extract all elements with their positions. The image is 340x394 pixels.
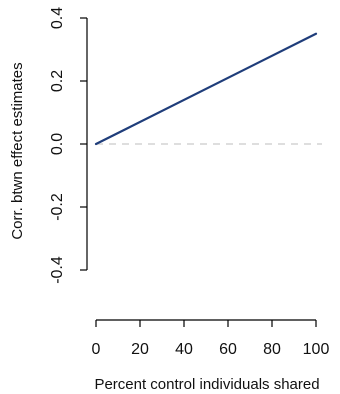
y-axis: -0.4 -0.2 0.0 0.2 0.4 — [49, 7, 88, 284]
y-tick-label: 0.4 — [49, 7, 66, 29]
y-axis-title: Corr. btwn effect estimates — [9, 62, 26, 239]
x-tick-label: 80 — [263, 341, 281, 358]
x-axis-title: Percent control individuals shared — [94, 376, 319, 393]
x-tick-label: 100 — [303, 341, 330, 358]
y-tick-label: 0.2 — [49, 70, 66, 92]
y-tick-label: 0.0 — [49, 133, 66, 155]
x-tick-label: 60 — [219, 341, 237, 358]
y-tick-label: -0.4 — [49, 256, 66, 284]
y-tick-label: -0.2 — [49, 193, 66, 221]
x-axis: 0 20 40 60 80 100 — [92, 319, 330, 358]
series-line — [94, 32, 318, 146]
x-tick-label: 0 — [92, 341, 101, 358]
x-tick-label: 20 — [131, 341, 149, 358]
plot-area — [94, 32, 322, 146]
x-tick-label: 40 — [175, 341, 193, 358]
